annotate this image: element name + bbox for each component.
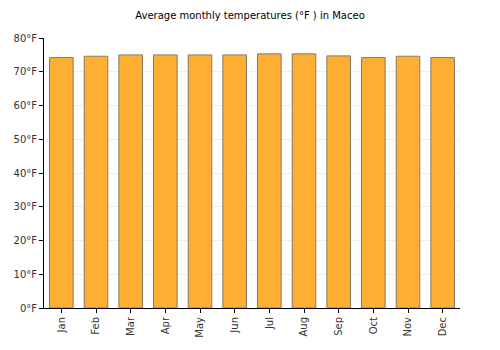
svg-text:Dec: Dec [437, 317, 448, 336]
svg-text:Jan: Jan [56, 317, 67, 333]
svg-text:Oct: Oct [368, 317, 379, 334]
svg-text:0°F: 0°F [20, 303, 37, 314]
svg-text:70°F: 70°F [14, 66, 38, 77]
svg-text:60°F: 60°F [14, 100, 38, 111]
svg-text:Feb: Feb [90, 317, 101, 335]
svg-text:May: May [194, 317, 205, 338]
svg-text:40°F: 40°F [14, 168, 38, 179]
svg-text:Apr: Apr [160, 316, 171, 334]
svg-text:50°F: 50°F [14, 134, 38, 145]
svg-text:Mar: Mar [125, 316, 136, 336]
svg-text:Nov: Nov [402, 317, 413, 337]
svg-text:Aug: Aug [298, 317, 309, 337]
svg-text:Average monthly temperatures (: Average monthly temperatures (°F ) in Ma… [135, 10, 365, 21]
svg-text:Jul: Jul [264, 317, 275, 330]
svg-text:Jun: Jun [229, 317, 240, 334]
svg-text:30°F: 30°F [14, 201, 38, 212]
svg-text:80°F: 80°F [14, 33, 38, 44]
svg-text:10°F: 10°F [14, 269, 38, 280]
svg-text:20°F: 20°F [14, 235, 38, 246]
svg-text:Sep: Sep [333, 317, 344, 336]
